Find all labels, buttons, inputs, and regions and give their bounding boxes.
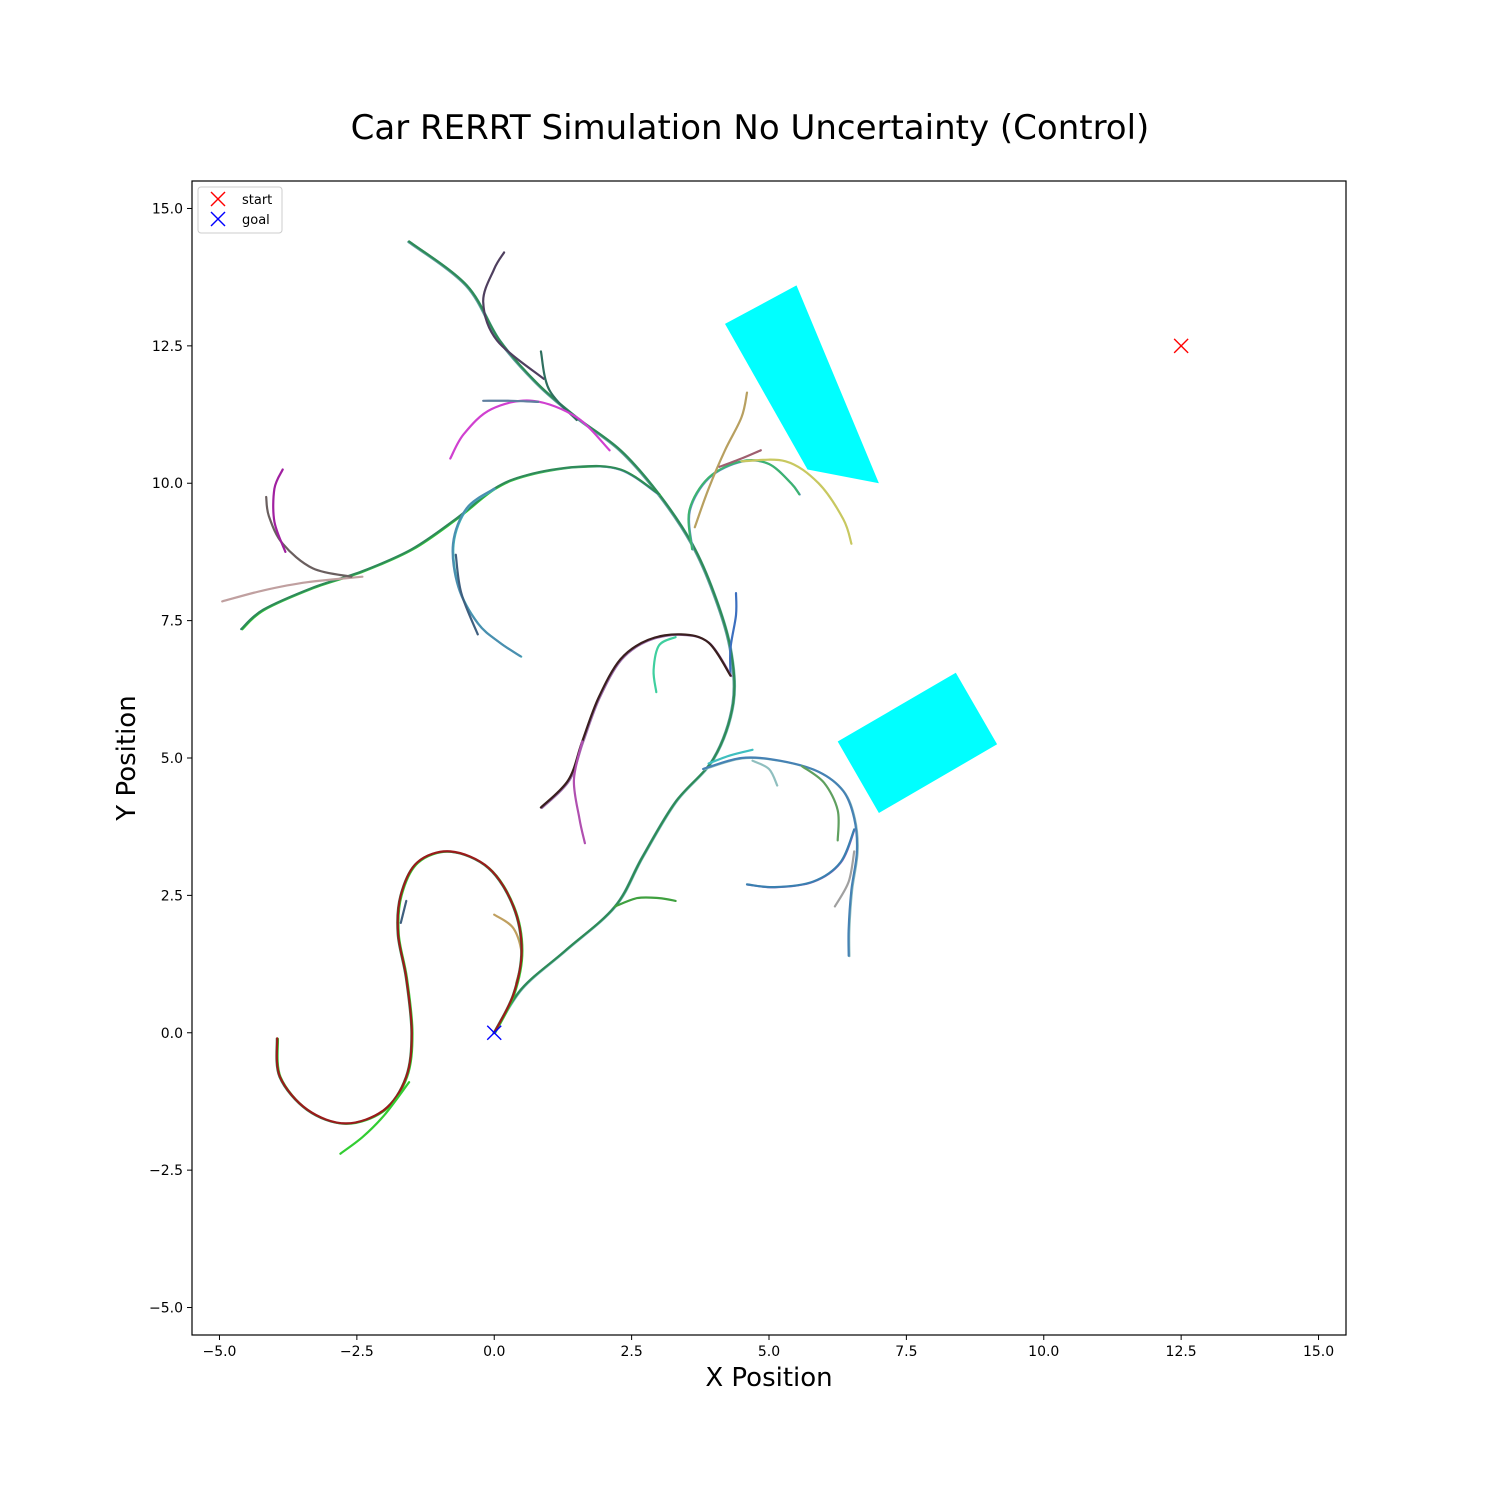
x-tick-label: 10.0 — [1028, 1344, 1059, 1360]
trajectory-path-9 — [454, 553, 479, 636]
trajectory-path-1-shadow-2 — [407, 240, 735, 1035]
start-marker — [1173, 338, 1189, 354]
x-axis-label: X Position — [705, 1363, 832, 1393]
trajectory-path-17-shadow-1 — [540, 633, 733, 810]
legend-start-label: start — [242, 193, 272, 208]
y-axis-ticks: −5.0 −2.5 0.0 2.5 5.0 7.5 10.0 12.5 15.0 — [149, 201, 192, 1317]
trajectory-path-3 — [539, 350, 578, 422]
y-tick-label: 0.0 — [161, 1026, 183, 1042]
trajectory-path-1-shadow-1 — [408, 240, 737, 1035]
trajectory-path-15 — [718, 449, 762, 468]
trajectory-path-4-shadow-2 — [240, 465, 660, 631]
markers — [486, 338, 1189, 1041]
trajectory-path-19 — [652, 636, 677, 694]
trajectory-path-10 — [449, 399, 611, 460]
trajectory-path-1 — [408, 240, 736, 1034]
trajectory-path-12 — [687, 459, 801, 551]
trajectory-path-14 — [693, 391, 749, 529]
trajectory-path-23 — [751, 759, 779, 787]
trajectory-path-2 — [482, 251, 545, 380]
trajectory-path-24 — [707, 748, 754, 765]
chart-title: Car RERRT Simulation No Uncertainty (Con… — [351, 108, 1150, 148]
y-tick-label: 10.0 — [152, 476, 183, 492]
y-tick-label: 5.0 — [161, 751, 183, 767]
trajectory-path-28 — [275, 850, 523, 1125]
y-tick-label: 15.0 — [152, 201, 183, 217]
trajectory-path-30 — [399, 899, 408, 924]
trajectory-path-28-shadow-1 — [276, 850, 524, 1125]
trajectory-path-8 — [451, 487, 522, 658]
y-axis-label: Y Position — [112, 695, 142, 821]
trajectory-path-7 — [272, 468, 287, 553]
y-tick-label: −2.5 — [149, 1163, 183, 1179]
trajectory-path-21 — [745, 828, 856, 889]
trajectory-path-29 — [339, 1081, 411, 1155]
obstacle-2 — [837, 672, 998, 813]
trajectory-path-22 — [800, 765, 840, 842]
legend-start-marker — [210, 191, 226, 207]
x-tick-label: −5.0 — [202, 1344, 236, 1360]
trajectory-path-4-shadow-1 — [241, 465, 661, 631]
goal-marker — [486, 1025, 502, 1041]
x-tick-label: 12.5 — [1166, 1344, 1197, 1360]
trajectory-path-26 — [614, 896, 677, 908]
legend-goal-label: goal — [242, 213, 270, 228]
legend: start goal — [197, 186, 283, 234]
trajectory-path-18 — [572, 740, 586, 845]
y-tick-label: −5.0 — [149, 1301, 183, 1317]
trajectory-paths — [221, 240, 859, 1155]
x-tick-label: 7.5 — [895, 1344, 917, 1360]
trajectory-path-25 — [833, 850, 856, 908]
trajectory-path-5 — [221, 575, 364, 603]
x-tick-label: 15.0 — [1303, 1344, 1334, 1360]
x-axis-ticks: −5.0 −2.5 0.0 2.5 5.0 7.5 10.0 12.5 15.0 — [202, 1335, 1334, 1360]
legend-goal-marker — [210, 211, 226, 227]
x-tick-label: −2.5 — [340, 1344, 374, 1360]
y-tick-label: 12.5 — [152, 339, 183, 355]
obstacles — [725, 285, 998, 813]
trajectory-path-20-shadow-1 — [702, 757, 859, 958]
trajectory-path-28-shadow-2 — [275, 850, 523, 1125]
trajectory-path-16 — [729, 592, 738, 677]
trajectory-path-4 — [240, 464, 661, 630]
x-tick-label: 2.5 — [620, 1344, 642, 1360]
x-tick-label: 5.0 — [758, 1344, 780, 1360]
y-tick-label: 2.5 — [161, 888, 183, 904]
y-tick-label: 7.5 — [161, 614, 183, 630]
trajectory-path-11 — [482, 399, 540, 403]
x-tick-label: 0.0 — [483, 1344, 505, 1360]
trajectory-path-13 — [740, 458, 853, 545]
trajectory-path-20 — [702, 756, 859, 957]
obstacle-1 — [725, 285, 879, 484]
trajectory-path-17 — [539, 633, 732, 809]
